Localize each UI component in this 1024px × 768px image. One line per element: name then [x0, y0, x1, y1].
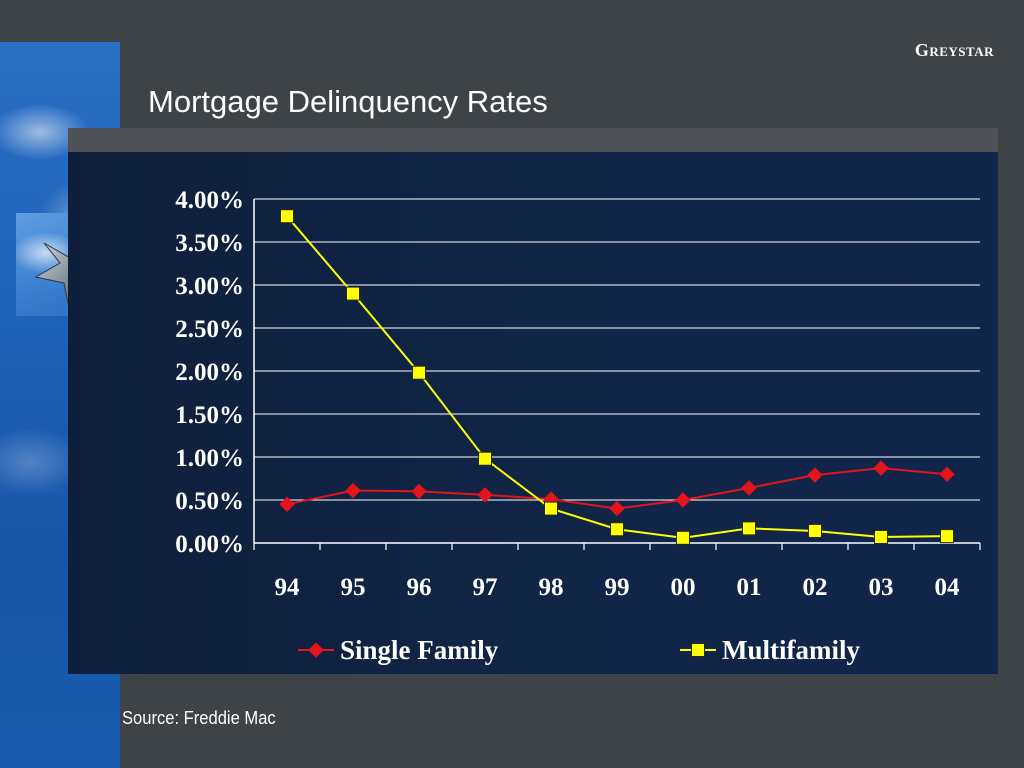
source-note: Source: Freddie Mac — [122, 708, 276, 728]
multifamily-point — [808, 523, 822, 538]
multifamily-point — [346, 286, 360, 301]
y-tick-label: 3.00% — [175, 273, 244, 300]
line-chart: 0.00% 0.50% 1.00% 1.50% 2.00% 2.50% 3.00% 3.50%… — [175, 187, 981, 665]
multifamily-point — [478, 451, 492, 466]
multifamily-point — [610, 522, 624, 537]
multifamily-point — [544, 501, 558, 516]
multifamily-point — [412, 365, 426, 380]
x-tick-label: 02 — [803, 574, 828, 601]
multifamily-point — [874, 529, 888, 544]
single-family-point — [939, 466, 955, 482]
x-tick-label: 99 — [605, 574, 630, 601]
single-family-point — [345, 482, 361, 499]
single-family-point — [477, 487, 493, 503]
x-tick-label: 96 — [407, 574, 432, 601]
single-family-point — [411, 483, 427, 500]
single-family-point — [609, 500, 625, 517]
x-tick-label: 98 — [539, 574, 564, 601]
x-tick-label: 95 — [341, 574, 366, 601]
legend-label: Multifamily — [722, 635, 860, 665]
y-tick-label: 2.00% — [175, 359, 244, 386]
title-underline-bar — [68, 128, 998, 152]
y-tick-label: 0.50% — [175, 488, 244, 515]
single-family-point — [675, 492, 691, 508]
page-title: Mortgage Delinquency Rates — [148, 84, 548, 119]
x-tick-label: 97 — [473, 574, 498, 601]
x-tick-label: 04 — [935, 574, 961, 601]
multifamily-line — [286, 215, 948, 539]
x-tick-label: 94 — [275, 574, 301, 601]
x-tick-label: 03 — [869, 574, 894, 601]
single-family-point — [308, 642, 324, 658]
multifamily-point — [691, 643, 705, 657]
x-tick-label: 01 — [737, 574, 762, 601]
multifamily-point — [742, 521, 756, 536]
single-family-point — [807, 467, 823, 483]
y-tick-label: 3.50% — [175, 230, 244, 257]
y-tick-label: 0.00% — [175, 531, 244, 558]
multifamily-point — [676, 530, 690, 545]
legend-label: Single Family — [340, 635, 499, 665]
x-tick-label: 00 — [671, 574, 696, 601]
brand-logo-text: Greystar — [914, 40, 994, 60]
multifamily-point — [280, 209, 294, 224]
chart-panel: 0.00% 0.50% 1.00% 1.50% 2.00% 2.50% 3.00% 3.50%… — [68, 152, 998, 674]
y-tick-label: 2.50% — [175, 316, 244, 343]
y-tick-label: 4.00% — [175, 187, 244, 214]
single-family-point — [741, 480, 757, 496]
single-family-point — [279, 496, 295, 513]
multifamily-point — [940, 529, 954, 544]
y-tick-label: 1.00% — [175, 445, 244, 472]
single-family-point — [873, 460, 889, 476]
y-tick-label: 1.50% — [175, 402, 244, 429]
